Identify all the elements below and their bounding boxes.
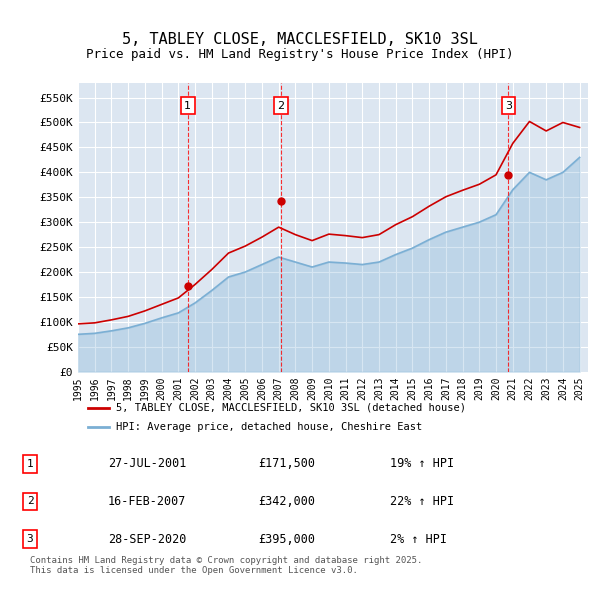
Text: Price paid vs. HM Land Registry's House Price Index (HPI): Price paid vs. HM Land Registry's House … (86, 48, 514, 61)
Text: 5, TABLEY CLOSE, MACCLESFIELD, SK10 3SL (detached house): 5, TABLEY CLOSE, MACCLESFIELD, SK10 3SL … (116, 403, 466, 412)
Text: HPI: Average price, detached house, Cheshire East: HPI: Average price, detached house, Ches… (116, 422, 423, 432)
Text: 5, TABLEY CLOSE, MACCLESFIELD, SK10 3SL: 5, TABLEY CLOSE, MACCLESFIELD, SK10 3SL (122, 32, 478, 47)
Text: 3: 3 (26, 535, 34, 544)
Text: Contains HM Land Registry data © Crown copyright and database right 2025.
This d: Contains HM Land Registry data © Crown c… (30, 556, 422, 575)
Text: £342,000: £342,000 (258, 495, 315, 508)
Text: 3: 3 (505, 101, 512, 111)
Text: 28-SEP-2020: 28-SEP-2020 (108, 533, 187, 546)
Text: 1: 1 (184, 101, 191, 111)
Text: 22% ↑ HPI: 22% ↑ HPI (390, 495, 454, 508)
Text: 27-JUL-2001: 27-JUL-2001 (108, 457, 187, 470)
Text: 2: 2 (26, 497, 34, 506)
Text: 1: 1 (26, 459, 34, 468)
Text: 2% ↑ HPI: 2% ↑ HPI (390, 533, 447, 546)
Text: 19% ↑ HPI: 19% ↑ HPI (390, 457, 454, 470)
Text: 16-FEB-2007: 16-FEB-2007 (108, 495, 187, 508)
Text: £171,500: £171,500 (258, 457, 315, 470)
Text: £395,000: £395,000 (258, 533, 315, 546)
Text: 2: 2 (277, 101, 284, 111)
